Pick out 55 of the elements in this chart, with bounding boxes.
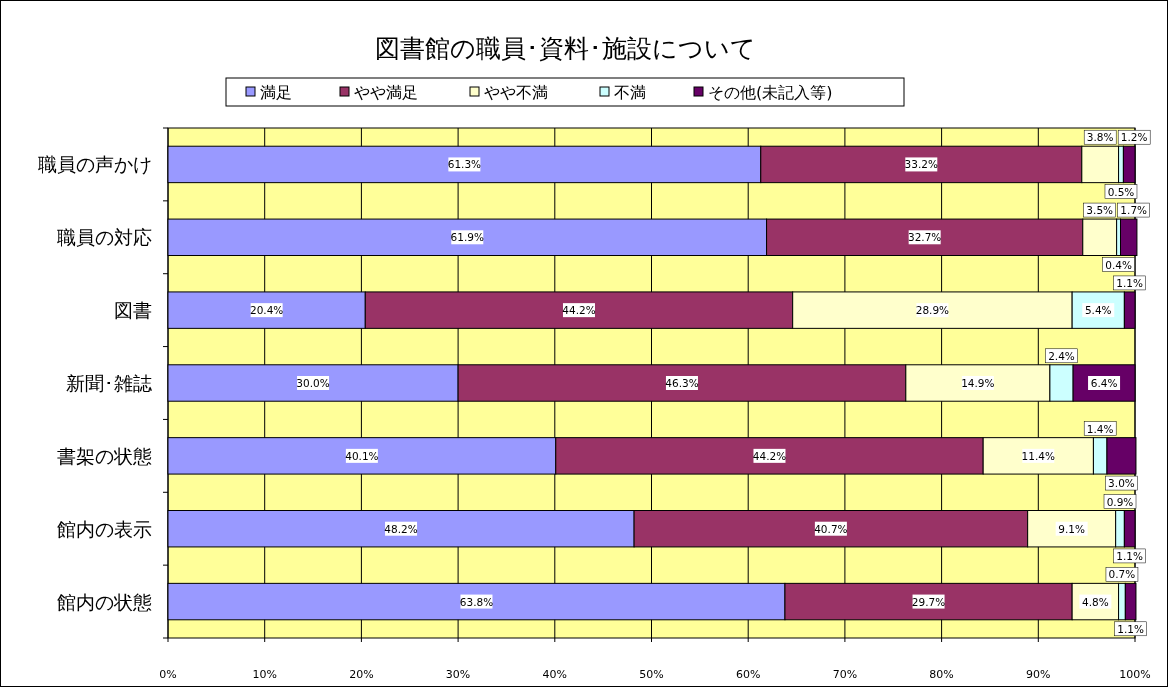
data-label: 3.5% [1086,204,1114,217]
x-tick-label: 40% [542,668,568,681]
legend-label: やや不満 [484,83,548,102]
data-label: 4.8% [1082,595,1109,608]
data-label: 1.7% [1120,204,1148,217]
y-tick-label: 館内の表示 [57,517,152,540]
data-label: 1.4% [1086,422,1114,435]
data-label: 6.4% [1090,377,1118,389]
y-tick-label: 新聞･雑誌 [66,372,152,394]
data-label: 5.4% [1084,304,1112,317]
data-label: 1.1% [1116,276,1144,289]
data-label: 44.2% [752,449,787,462]
data-label: 1.1% [1117,622,1144,635]
data-label: 61.9% [450,231,484,244]
data-label: 3.8% [1086,131,1114,144]
data-label: 1.2% [1120,131,1148,144]
data-label: 48.2% [384,522,418,535]
data-label: 0.5% [1107,185,1135,198]
data-label: 0.9% [1106,495,1134,508]
legend-label: やや満足 [354,83,418,102]
y-tick-label: 図書 [114,299,152,322]
data-label: 29.7% [911,595,946,608]
y-tick-label: 職員の声かけ [38,153,152,176]
data-label: 61.3% [447,158,482,171]
x-tick-label: 90% [1026,668,1051,681]
x-tick-label: 100% [1119,668,1151,681]
data-label: 30.0% [296,377,330,389]
data-label: 14.9% [961,377,995,389]
data-label: 0.7% [1108,568,1136,581]
y-tick-label: 職員の対応 [57,226,152,249]
legend-label: その他(未記入等) [708,83,833,102]
data-label: 0.4% [1105,258,1132,271]
data-label: 20.4% [249,304,284,317]
data-label: 9.1% [1058,522,1086,535]
data-label: 11.4% [1021,449,1055,462]
data-label: 1.1% [1116,549,1144,562]
data-label: 63.8% [459,595,494,608]
x-tick-label: 0% [159,668,177,681]
chart-title: 図書館の職員･資料･施設について [374,34,756,63]
data-label: 40.1% [345,449,379,462]
legend-label: 満足 [260,83,292,102]
data-label: 32.7% [908,231,942,244]
x-tick-label: 80% [929,668,954,681]
x-tick-label: 20% [349,668,374,681]
x-tick-label: 30% [445,668,471,681]
x-tick-label: 50% [639,668,664,681]
y-tick-label: 館内の状態 [57,590,152,613]
data-label: 3.0% [1108,477,1135,490]
y-tick-label: 書架の状態 [57,444,152,467]
x-tick-label: 70% [832,668,858,681]
data-label: 2.4% [1048,349,1075,362]
x-tick-label: 10% [252,668,277,681]
data-label: 28.9% [915,304,950,317]
legend-label: 不満 [614,83,646,102]
x-tick-label: 60% [735,668,761,681]
